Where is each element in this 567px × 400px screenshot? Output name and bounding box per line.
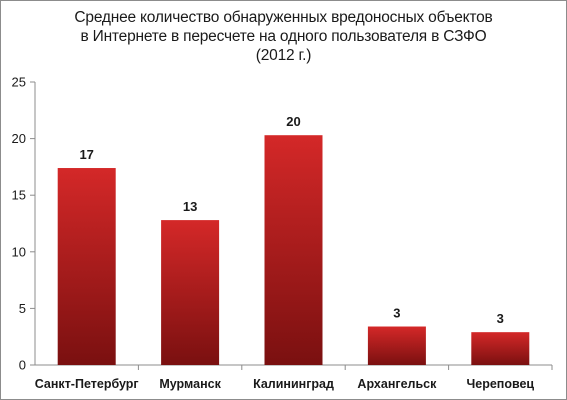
chart-title: Среднее количество обнаруженных вредонос… (0, 8, 567, 65)
y-tick-label: 20 (12, 131, 26, 146)
category-label: Череповец (466, 377, 534, 391)
data-label: 3 (393, 306, 400, 321)
bar (367, 326, 426, 365)
y-tick-label: 10 (12, 244, 26, 259)
y-tick-label: 0 (19, 358, 26, 373)
chart-title-line-2: в Интернете в пересчете на одного пользо… (80, 28, 487, 45)
bar (264, 135, 323, 365)
y-tick-label: 5 (19, 301, 26, 316)
bar (471, 332, 530, 365)
data-label: 20 (286, 114, 300, 129)
data-label: 17 (79, 147, 93, 162)
bar (57, 168, 116, 365)
chart-title-line-1: Среднее количество обнаруженных вредонос… (74, 9, 493, 26)
chart-title-line-3: (2012 г.) (255, 47, 312, 64)
y-tick-label: 25 (12, 75, 26, 90)
category-label: Калининград (253, 377, 334, 391)
category-label: Санкт-Петербург (35, 377, 139, 391)
category-label: Архангельск (357, 377, 437, 391)
data-label: 3 (497, 311, 504, 326)
bar (161, 220, 220, 365)
y-tick-label: 15 (12, 188, 26, 203)
labels: 0 5 10 15 20 25 17 Санкт-Петербург 13 Мурманск 20 К… (12, 75, 535, 392)
category-label: Мурманск (159, 377, 221, 391)
data-label: 13 (183, 199, 197, 214)
bars (57, 135, 530, 365)
